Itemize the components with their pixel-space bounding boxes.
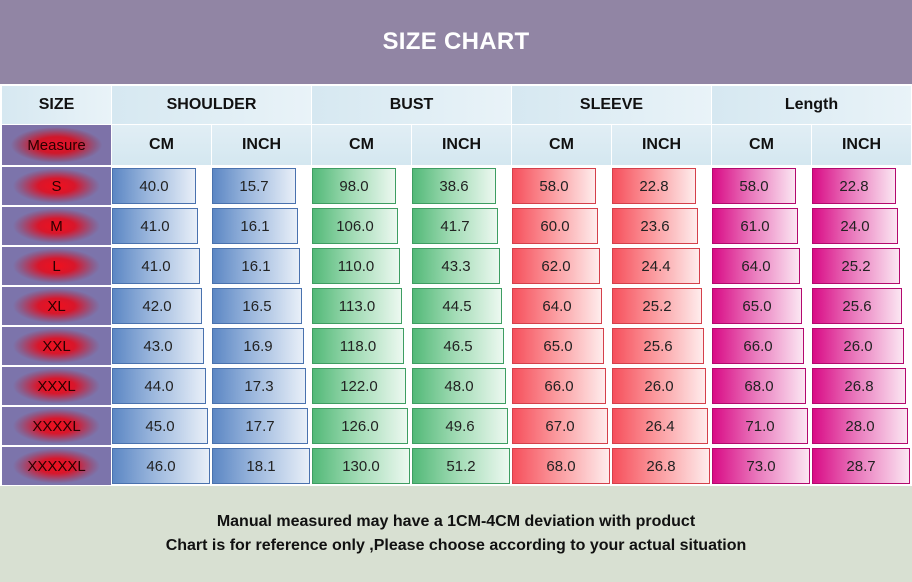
unit-header-bust-cm: CM [312,125,411,165]
unit-header-sleeve-cm: CM [512,125,611,165]
value-cell-sleeve-cm: 58.0 [512,168,596,204]
value-cell-length-cm: 71.0 [712,408,808,444]
size-label: XXXXXL [2,447,111,485]
value-cell-shoulder-cm: 46.0 [112,448,210,484]
value-cell-sleeve-inch: 26.8 [612,448,710,484]
value-cell-bust-cm: 106.0 [312,208,398,244]
value-cell-sleeve-cm: 60.0 [512,208,598,244]
unit-header-shoulder-cm: CM [112,125,211,165]
value-cell-bust-cm: 118.0 [312,328,404,364]
value-cell-sleeve-inch: 22.8 [612,168,696,204]
page-title: SIZE CHART [382,28,530,55]
value-cell-shoulder-cm: 40.0 [112,168,196,204]
value-cell-length-cm: 61.0 [712,208,798,244]
value-cell-shoulder-cm: 44.0 [112,368,206,404]
value-cell-bust-inch: 46.5 [412,328,504,364]
value-cell-bust-inch: 48.0 [412,368,506,404]
value-cell-shoulder-inch: 16.1 [212,248,300,284]
value-cell-length-inch: 28.0 [812,408,908,444]
value-cell-sleeve-inch: 24.4 [612,248,700,284]
title-bar: SIZE CHART [0,0,912,84]
value-cell-shoulder-inch: 18.1 [212,448,310,484]
size-header: SIZE [2,86,111,124]
footer-note: Manual measured may have a 1CM-4CM devia… [0,486,912,582]
value-cell-bust-inch: 38.6 [412,168,496,204]
value-cell-sleeve-cm: 64.0 [512,288,602,324]
unit-header-length-inch: INCH [812,125,911,165]
size-label: XXXL [2,367,111,405]
value-cell-length-inch: 26.8 [812,368,906,404]
value-cell-sleeve-cm: 65.0 [512,328,604,364]
value-cell-length-cm: 73.0 [712,448,810,484]
footer-line-1: Manual measured may have a 1CM-4CM devia… [216,513,696,530]
value-cell-length-cm: 58.0 [712,168,796,204]
value-cell-sleeve-inch: 26.4 [612,408,708,444]
value-cell-length-cm: 64.0 [712,248,800,284]
value-cell-length-inch: 25.2 [812,248,900,284]
value-cell-sleeve-cm: 67.0 [512,408,608,444]
size-label: XXXXL [2,407,111,445]
unit-header-bust-inch: INCH [412,125,511,165]
value-cell-length-inch: 24.0 [812,208,898,244]
value-cell-shoulder-inch: 16.5 [212,288,302,324]
value-cell-bust-cm: 122.0 [312,368,406,404]
value-cell-bust-cm: 126.0 [312,408,408,444]
value-cell-shoulder-inch: 15.7 [212,168,296,204]
value-cell-shoulder-inch: 16.9 [212,328,304,364]
value-cell-length-cm: 65.0 [712,288,802,324]
value-cell-shoulder-inch: 17.7 [212,408,308,444]
value-cell-shoulder-cm: 41.0 [112,208,198,244]
value-cell-bust-inch: 49.6 [412,408,508,444]
value-cell-length-inch: 22.8 [812,168,896,204]
unit-header-sleeve-inch: INCH [612,125,711,165]
value-cell-sleeve-inch: 25.2 [612,288,702,324]
value-cell-shoulder-cm: 41.0 [112,248,200,284]
value-cell-bust-cm: 110.0 [312,248,400,284]
value-cell-sleeve-inch: 26.0 [612,368,706,404]
measure-label: Measure [2,125,111,165]
value-cell-bust-inch: 41.7 [412,208,498,244]
value-cell-sleeve-inch: 23.6 [612,208,698,244]
value-cell-length-inch: 28.7 [812,448,910,484]
group-header-bust: BUST [312,86,511,124]
value-cell-sleeve-cm: 68.0 [512,448,610,484]
group-header-sleeve: SLEEVE [512,86,711,124]
unit-header-shoulder-inch: INCH [212,125,311,165]
value-cell-bust-inch: 51.2 [412,448,510,484]
value-cell-sleeve-cm: 62.0 [512,248,600,284]
group-header-shoulder: SHOULDER [112,86,311,124]
value-cell-length-cm: 68.0 [712,368,806,404]
unit-header-length-cm: CM [712,125,811,165]
value-cell-length-inch: 26.0 [812,328,904,364]
value-cell-shoulder-cm: 45.0 [112,408,208,444]
size-label: XL [2,287,111,325]
footer-line-2: Chart is for reference only ,Please choo… [165,537,747,554]
size-label: XXL [2,327,111,365]
value-cell-bust-cm: 98.0 [312,168,396,204]
size-label: M [2,207,111,245]
value-cell-bust-cm: 130.0 [312,448,410,484]
value-cell-shoulder-cm: 42.0 [112,288,202,324]
value-cell-length-cm: 66.0 [712,328,804,364]
value-cell-shoulder-inch: 16.1 [212,208,298,244]
value-cell-shoulder-cm: 43.0 [112,328,204,364]
value-cell-bust-inch: 43.3 [412,248,500,284]
size-label: S [2,167,111,205]
group-header-length: Length [712,86,911,124]
value-cell-sleeve-inch: 25.6 [612,328,704,364]
size-label: L [2,247,111,285]
value-cell-length-inch: 25.6 [812,288,902,324]
value-cell-shoulder-inch: 17.3 [212,368,306,404]
value-cell-bust-inch: 44.5 [412,288,502,324]
value-cell-bust-cm: 113.0 [312,288,402,324]
value-cell-sleeve-cm: 66.0 [512,368,606,404]
